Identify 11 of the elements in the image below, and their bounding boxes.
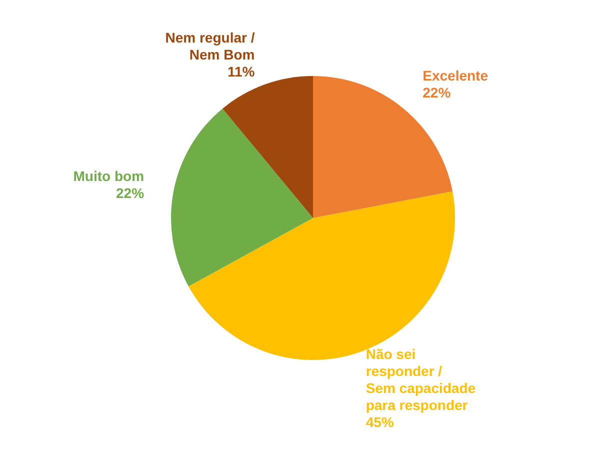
- data-label: 45%: [366, 414, 394, 430]
- slice-label: Muito bom: [73, 168, 144, 184]
- pie-slice: [188, 191, 455, 360]
- slice-label: Não sei responder / Sem capacidade para responder: [366, 346, 476, 413]
- data-label: 22%: [116, 184, 145, 201]
- slice-label: Excelente: [422, 67, 488, 84]
- data-label: 22%: [422, 84, 452, 100]
- pie-slice: [171, 108, 313, 286]
- data-label: 11%: [227, 64, 256, 80]
- slice-label: Nem regular / Nem Bom: [165, 30, 255, 63]
- pie-slice: [222, 76, 313, 218]
